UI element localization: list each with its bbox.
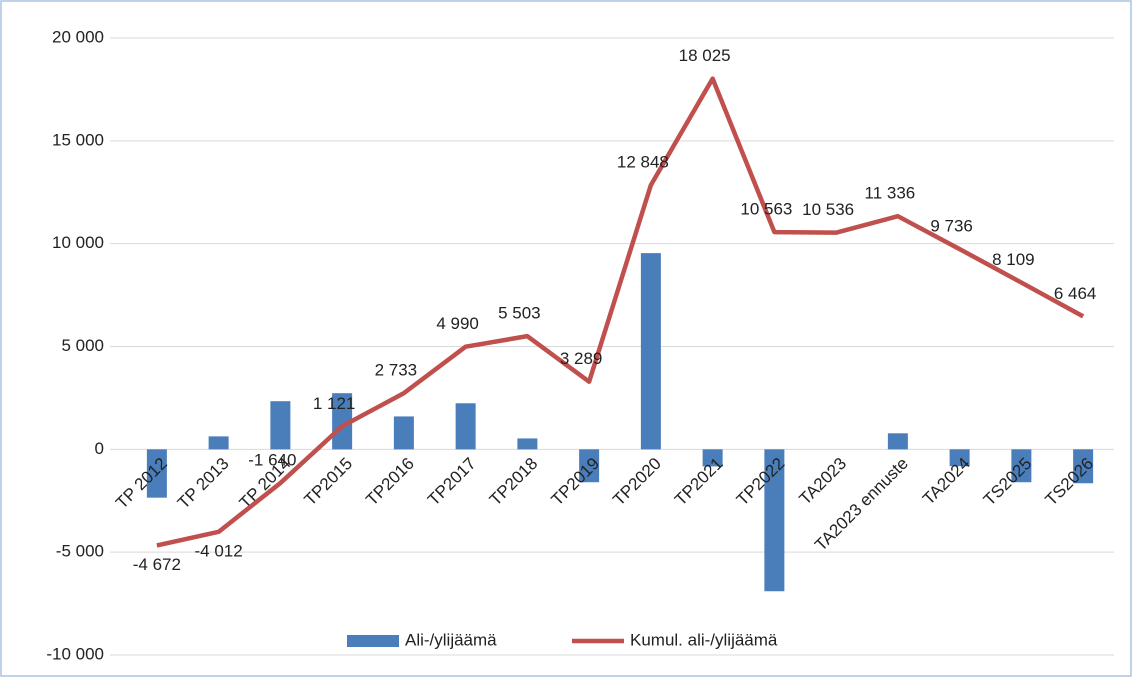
data-label: 11 336 xyxy=(865,184,916,203)
y-tick-label: 20 000 xyxy=(52,27,104,46)
line xyxy=(156,76,1085,548)
y-tick-label: -5 000 xyxy=(56,542,104,561)
y-tick-label: 5 000 xyxy=(61,336,104,355)
data-label: 8 109 xyxy=(992,250,1035,269)
bar xyxy=(1073,449,1094,484)
data-label: 1 121 xyxy=(313,394,356,413)
y-tick-label: 0 xyxy=(95,439,104,458)
data-label: 4 990 xyxy=(436,314,479,333)
data-label: 5 503 xyxy=(498,304,541,323)
bar xyxy=(579,449,600,483)
data-label: 9 736 xyxy=(930,217,973,236)
data-label: 6 464 xyxy=(1054,284,1097,303)
bar xyxy=(270,401,291,450)
data-label: 12 848 xyxy=(617,153,669,172)
data-label: 10 536 xyxy=(802,200,854,219)
data-label: -4 672 xyxy=(133,555,181,574)
bar xyxy=(702,449,723,467)
bar xyxy=(764,449,785,592)
bar xyxy=(393,416,414,450)
bar xyxy=(146,449,167,498)
bar xyxy=(455,403,476,450)
bar xyxy=(640,253,661,450)
bar xyxy=(949,449,970,467)
y-tick-label: 15 000 xyxy=(52,130,104,149)
bar xyxy=(887,433,908,450)
data-label: 18 025 xyxy=(679,46,731,65)
bar xyxy=(332,393,353,450)
data-label: -1 640 xyxy=(248,451,296,470)
bar xyxy=(208,436,229,450)
legend-swatch xyxy=(347,635,399,647)
data-label: -4 012 xyxy=(195,541,243,560)
bar xyxy=(517,438,538,450)
y-tick-label: 10 000 xyxy=(52,233,104,252)
data-label: 2 733 xyxy=(375,361,418,380)
data-label: 10 563 xyxy=(740,200,792,219)
y-tick-label: -10 000 xyxy=(46,644,104,663)
legend-label: Ali-/ylijäämä xyxy=(405,630,497,649)
bar xyxy=(1011,449,1032,483)
data-label: 3 289 xyxy=(560,349,603,368)
legend-label: Kumul. ali-/ylijäämä xyxy=(630,630,778,649)
